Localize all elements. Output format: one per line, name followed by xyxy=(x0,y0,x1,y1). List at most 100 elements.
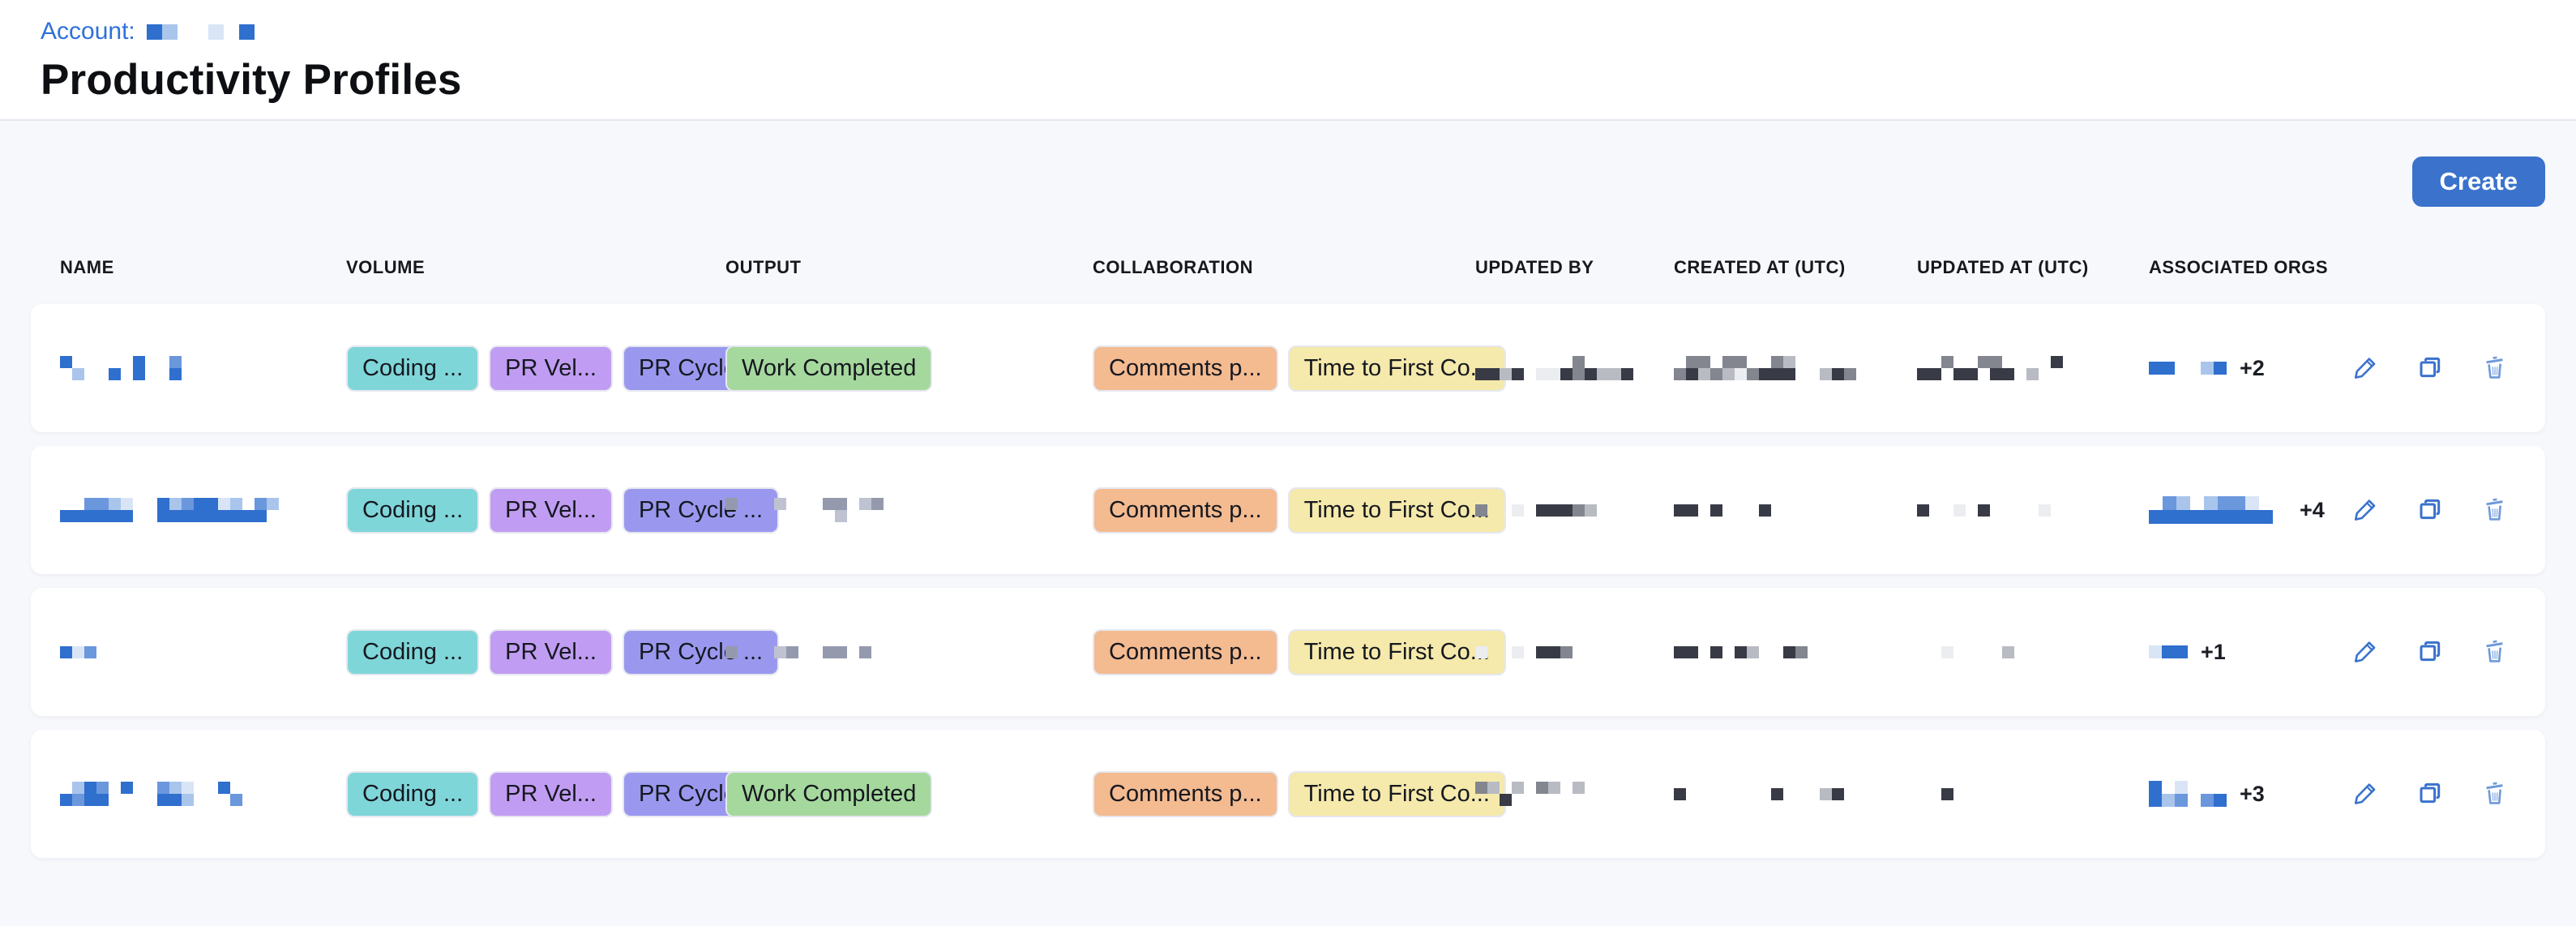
cell-output: Work Completed xyxy=(725,345,1093,392)
breadcrumb-account-link[interactable]: Account: xyxy=(41,18,135,45)
delete-button[interactable] xyxy=(2480,779,2510,808)
redacted-org-names xyxy=(2149,496,2287,524)
cell-output: Work Completed xyxy=(725,770,1093,817)
redacted-profile-name xyxy=(60,782,242,806)
volume-chip: Coding ... xyxy=(346,487,480,534)
redacted-created-at xyxy=(1674,645,1868,658)
collaboration-chip: Time to First Co... xyxy=(1287,345,1506,392)
cell-name xyxy=(60,645,346,658)
redacted-updated-by xyxy=(1475,782,1645,806)
table-row: Coding ... PR Vel... PR Cycle ... Work Comp… xyxy=(31,730,2545,858)
cell-output xyxy=(725,645,1093,658)
redacted-org-names xyxy=(2149,362,2227,375)
cell-actions xyxy=(2347,354,2516,383)
edit-button[interactable] xyxy=(2351,495,2380,525)
cell-updated-by xyxy=(1475,782,1674,806)
column-header-created_at: CREATED AT (UTC) xyxy=(1674,257,1846,277)
volume-chip: PR Vel... xyxy=(489,628,613,675)
column-header-orgs: ASSOCIATED ORGS xyxy=(2149,257,2329,277)
cell-updated-at xyxy=(1917,504,2149,517)
duplicate-button[interactable] xyxy=(2416,354,2445,383)
cell-updated-by xyxy=(1475,356,1674,380)
collaboration-chip: Time to First Co... xyxy=(1287,628,1506,675)
volume-chip: PR Vel... xyxy=(489,345,613,392)
redacted-output-metrics xyxy=(725,498,896,522)
redacted-profile-name xyxy=(60,498,279,522)
pencil-icon xyxy=(2351,783,2380,811)
delete-button[interactable] xyxy=(2480,495,2510,525)
cell-actions xyxy=(2347,637,2516,667)
redacted-updated-at xyxy=(1917,356,2112,380)
create-button[interactable]: Create xyxy=(2411,156,2545,207)
delete-button[interactable] xyxy=(2480,637,2510,667)
edit-button[interactable] xyxy=(2351,779,2380,808)
page-header: Account: Productivity Profiles xyxy=(0,0,2576,121)
redacted-updated-by xyxy=(1475,504,1645,517)
cell-updated-by xyxy=(1475,645,1674,658)
cell-updated-at xyxy=(1917,787,2149,800)
redacted-updated-by xyxy=(1475,356,1633,380)
volume-chip: Coding ... xyxy=(346,628,480,675)
cell-associated-orgs: +4 xyxy=(2149,496,2347,524)
cell-collaboration: Comments p... Time to First Co... xyxy=(1093,487,1506,534)
table-row: Coding ... PR Vel... PR Cycle ... Comments … xyxy=(31,588,2545,716)
cell-name xyxy=(60,356,346,380)
edit-button[interactable] xyxy=(2351,637,2380,667)
cell-associated-orgs: +1 xyxy=(2149,640,2347,665)
pencil-icon xyxy=(2351,641,2380,669)
collaboration-chip: Comments p... xyxy=(1093,770,1278,817)
redacted-profile-name xyxy=(60,356,182,380)
cell-created-at xyxy=(1674,787,1917,800)
cell-collaboration: Comments p... Time to First Co... xyxy=(1093,770,1506,817)
trash-icon xyxy=(2480,640,2510,669)
cell-associated-orgs: +3 xyxy=(2149,781,2347,807)
duplicate-button[interactable] xyxy=(2416,495,2445,525)
edit-button[interactable] xyxy=(2351,354,2380,383)
cell-name xyxy=(60,782,346,806)
redacted-profile-name xyxy=(60,645,96,658)
collaboration-chip: Time to First Co... xyxy=(1287,487,1506,534)
redacted-updated-at xyxy=(1917,504,2112,517)
output-chip: Work Completed xyxy=(725,345,933,392)
column-header-updated_at: UPDATED AT (UTC) xyxy=(1917,257,2089,277)
redacted-org-names xyxy=(2149,781,2227,807)
cell-associated-orgs: +2 xyxy=(2149,356,2347,381)
cell-volume: Coding ... PR Vel... PR Cycle ... xyxy=(346,770,780,817)
duplicate-button[interactable] xyxy=(2416,779,2445,808)
cell-name xyxy=(60,498,346,522)
copy-icon xyxy=(2416,357,2445,385)
cell-created-at xyxy=(1674,356,1917,380)
table-row: Coding ... PR Vel... PR Cycle ... Work Comp… xyxy=(31,304,2545,432)
page-title: Productivity Profiles xyxy=(41,56,462,104)
cell-created-at xyxy=(1674,504,1917,517)
volume-chip: PR Vel... xyxy=(489,487,613,534)
redacted-output-metrics xyxy=(725,645,896,658)
redacted-updated-by xyxy=(1475,645,1645,658)
redacted-created-at xyxy=(1674,787,1868,800)
trash-icon xyxy=(2480,782,2510,811)
collaboration-chip: Comments p... xyxy=(1093,628,1278,675)
cell-volume: Coding ... PR Vel... PR Cycle ... xyxy=(346,487,780,534)
cell-output xyxy=(725,498,1093,522)
duplicate-button[interactable] xyxy=(2416,637,2445,667)
redacted-org-names xyxy=(2149,645,2188,658)
orgs-more-count: +2 xyxy=(2240,355,2265,380)
cell-updated-at xyxy=(1917,356,2149,380)
column-header-volume: VOLUME xyxy=(346,257,426,277)
delete-button[interactable] xyxy=(2480,354,2510,383)
volume-chip: PR Cycle ... xyxy=(622,487,780,534)
cell-collaboration: Comments p... Time to First Co... xyxy=(1093,345,1506,392)
orgs-more-count: +1 xyxy=(2201,639,2226,664)
copy-icon xyxy=(2416,782,2445,811)
volume-chip: PR Vel... xyxy=(489,770,613,817)
breadcrumb: Account: xyxy=(41,18,2576,45)
cell-actions xyxy=(2347,779,2516,808)
table-body: Coding ... PR Vel... PR Cycle ... Work Comp… xyxy=(31,304,2545,858)
redacted-updated-at xyxy=(1917,645,2112,658)
breadcrumb-redacted-blocks xyxy=(146,24,255,40)
copy-icon xyxy=(2416,641,2445,669)
volume-chip: Coding ... xyxy=(346,770,480,817)
collaboration-chip: Time to First Co... xyxy=(1287,770,1506,817)
cell-volume: Coding ... PR Vel... PR Cycle ... xyxy=(346,628,780,675)
